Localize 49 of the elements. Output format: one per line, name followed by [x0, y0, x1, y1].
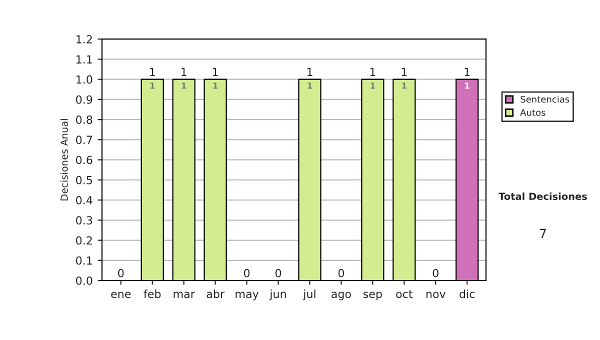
data-label: 1	[182, 82, 186, 89]
x-tick-label: may	[236, 292, 259, 300]
total-label: 0	[244, 268, 250, 278]
data-label: 1	[150, 82, 155, 89]
y-tick-label: 0.3	[76, 216, 92, 225]
total-label: 1	[402, 68, 407, 76]
legend-label: Autos	[520, 109, 546, 116]
y-tick-label: 0.1	[76, 256, 92, 265]
total-label: 1	[307, 68, 312, 76]
legend-label: Sentencias	[520, 96, 570, 103]
x-tick-label: ago	[332, 292, 351, 300]
x-tick-label: dic	[460, 290, 475, 298]
y-tick-label: 0.9	[76, 95, 92, 104]
y-tick-label: 0.4	[76, 196, 92, 204]
y-tick-label: 1.2	[76, 35, 92, 44]
data-label: 1	[213, 82, 218, 89]
total-label: 1	[370, 68, 376, 76]
y-tick-label: 0.7	[76, 136, 92, 144]
total-label: 0	[338, 268, 344, 278]
text: Total Decisiones	[498, 192, 587, 200]
y-axis-title: Decisiones Anual	[60, 119, 68, 200]
y-tick-label: 0.0	[76, 276, 92, 285]
total-label: 0	[432, 268, 438, 278]
y-tick-label: 1.0	[76, 75, 92, 84]
data-label: 1	[308, 82, 312, 89]
total-label: 1	[150, 68, 155, 76]
x-tick-label: oct	[396, 290, 413, 298]
x-tick-label: nov	[426, 292, 446, 298]
total-label: 1	[182, 68, 186, 76]
y-tick-label: 0.2	[76, 236, 92, 245]
data-label: 1	[465, 82, 470, 89]
total-label: 0	[275, 268, 282, 278]
x-tick-label: feb	[144, 290, 161, 298]
total-label: 1	[464, 68, 470, 76]
x-tick-label: jul	[302, 290, 316, 300]
x-tick-label: sep	[363, 292, 382, 300]
total-label: 0	[118, 268, 124, 278]
x-tick-label: abr	[206, 290, 225, 298]
data-label: 1	[402, 82, 406, 89]
data-label: 1	[370, 82, 376, 89]
y-tick-label: 0.5	[76, 176, 92, 184]
x-tick-label: mar	[174, 292, 195, 298]
text: 7	[540, 228, 546, 238]
x-tick-label: jun	[269, 290, 286, 300]
total-label: 1	[212, 68, 218, 76]
y-tick-label: 1.1	[76, 55, 92, 64]
y-tick-label: 0.6	[76, 156, 92, 164]
x-tick-label: ene	[111, 292, 131, 298]
y-tick-label: 0.8	[76, 116, 92, 124]
